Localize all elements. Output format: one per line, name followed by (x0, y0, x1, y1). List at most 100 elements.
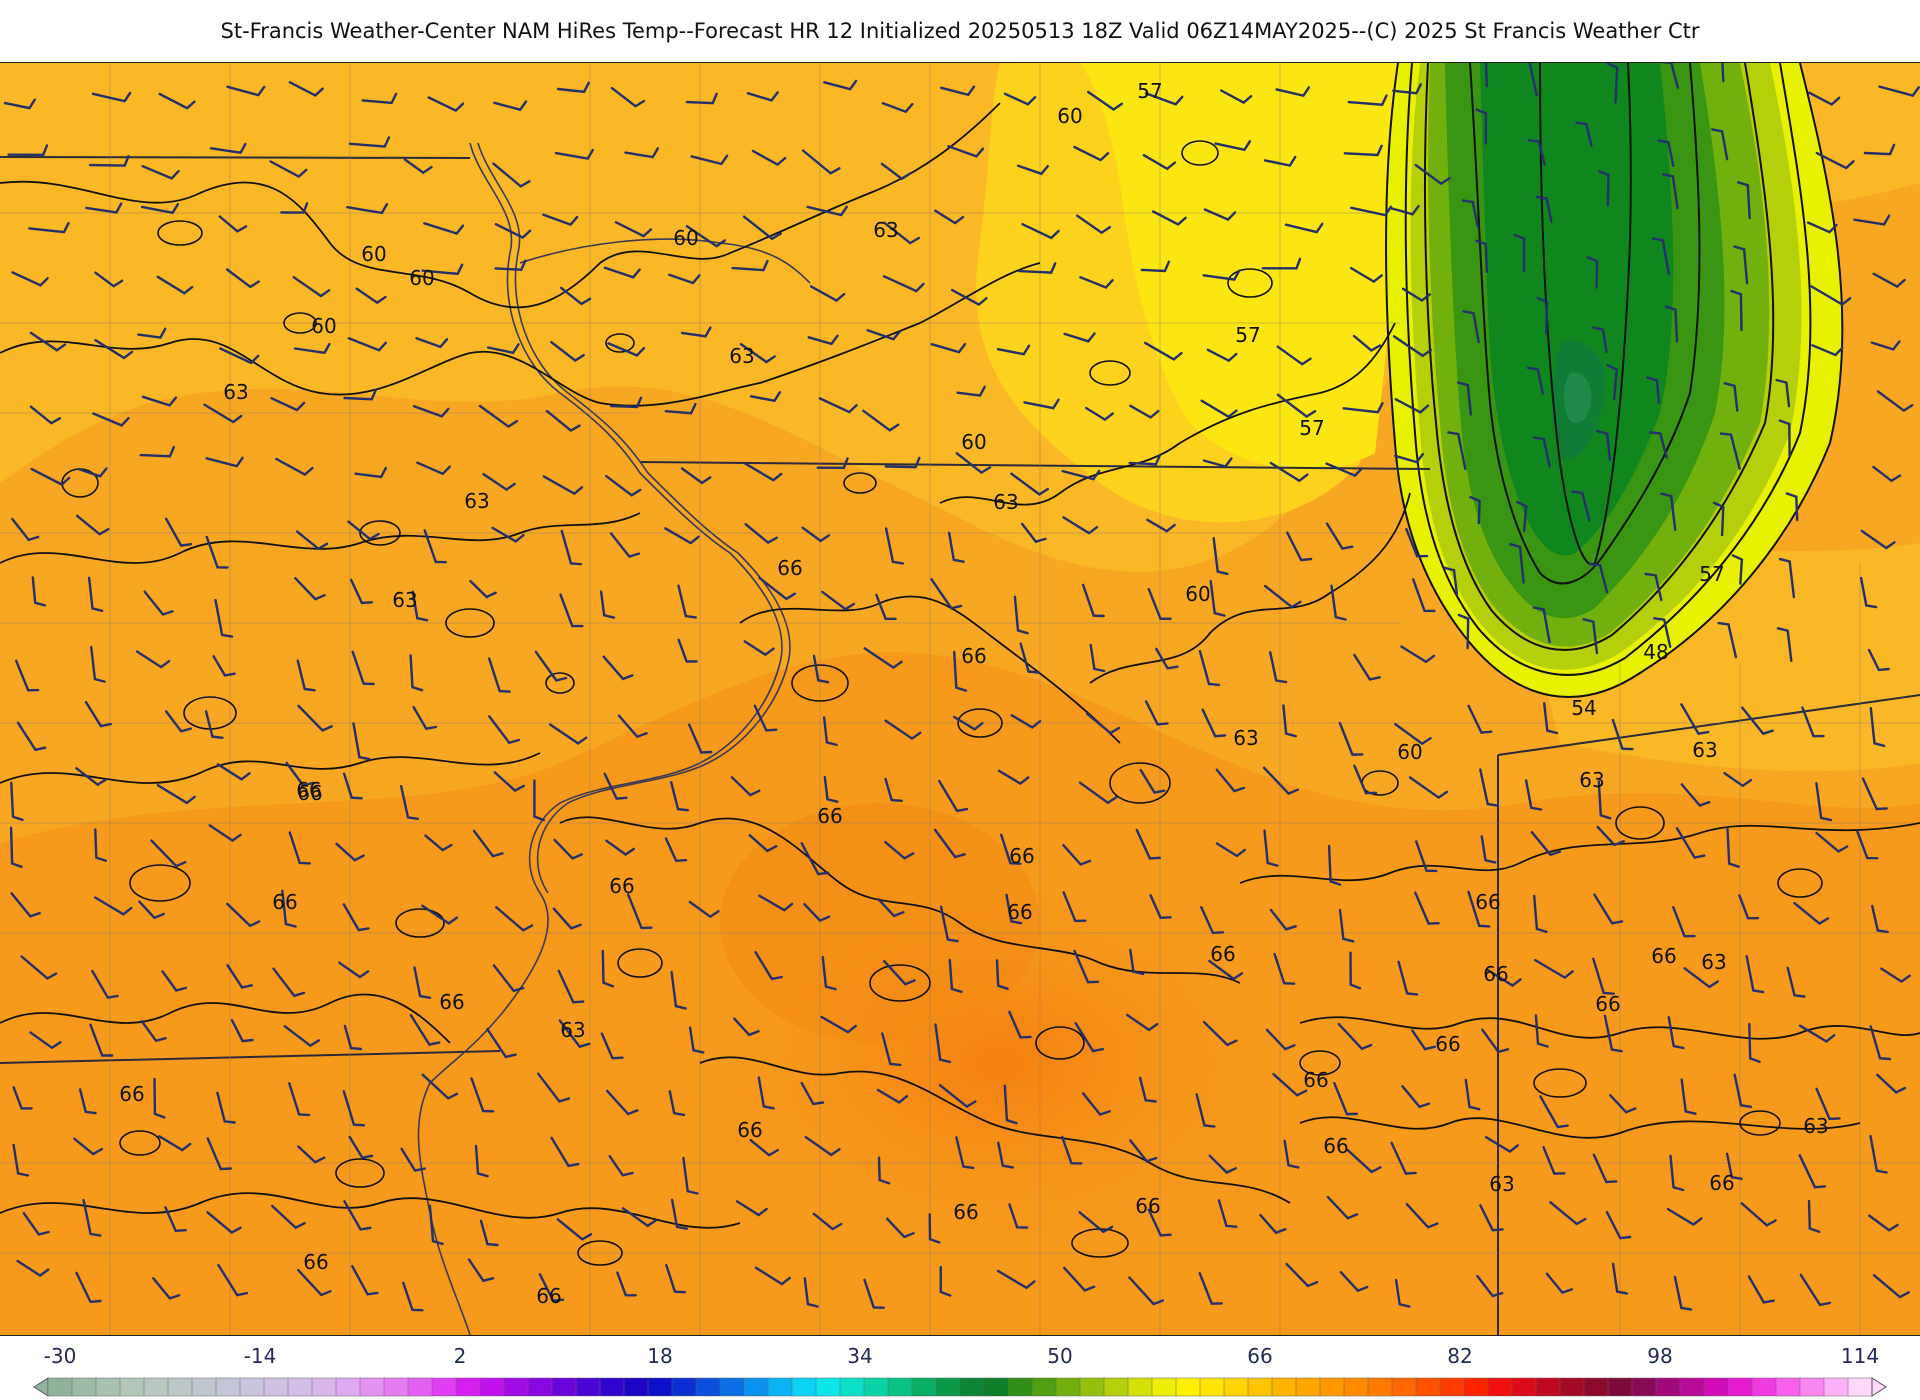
wind-barb (953, 650, 968, 692)
wind-barb (226, 85, 266, 97)
wind-barb (1390, 1141, 1417, 1175)
colorbar-swatch (1151, 1377, 1177, 1397)
wind-barb (1085, 712, 1121, 735)
wind-barb (1061, 1135, 1083, 1165)
wind-barb (1536, 296, 1549, 335)
wind-barb (1869, 1025, 1892, 1061)
wind-barb (1672, 906, 1696, 938)
wind-barb (206, 1211, 242, 1235)
wind-barb (1349, 951, 1362, 990)
wind-barb (807, 334, 839, 346)
colorbar-swatch (143, 1377, 169, 1397)
wind-barb (1485, 968, 1522, 987)
wind-barb (1128, 454, 1162, 466)
wind-barb (1144, 341, 1183, 361)
colorbar-swatch (479, 1377, 505, 1397)
wind-barb (677, 584, 697, 619)
contour-label: 60 (961, 430, 986, 454)
wind-barb (1276, 345, 1312, 366)
contour-label: 60 (1185, 582, 1210, 606)
wind-barb (351, 650, 375, 686)
wind-barb (1484, 63, 1489, 88)
wind-barb (542, 213, 579, 227)
wind-barb (938, 1084, 977, 1109)
colorbar-swatch (95, 1377, 121, 1397)
wind-barb (1263, 829, 1279, 867)
wind-barb (1593, 893, 1624, 925)
wind-barb (1545, 1272, 1573, 1295)
wind-barb (665, 1264, 687, 1294)
contour-label: 66 (609, 874, 634, 898)
colorbar-swatch (959, 1377, 985, 1397)
wind-barb (1869, 1134, 1888, 1174)
wind-barb (138, 900, 165, 920)
wind-barb (1087, 90, 1124, 111)
wind-barb (680, 467, 712, 485)
wind-barb (1283, 1139, 1300, 1169)
wind-barb (1349, 266, 1383, 284)
wind-barb (668, 273, 701, 285)
wind-barb (1653, 617, 1672, 648)
wind-barb (1202, 457, 1233, 468)
wind-barb (1198, 649, 1221, 687)
contour-label: 63 (223, 380, 248, 404)
colorbar-swatch (1175, 1377, 1201, 1397)
wind-barb (10, 892, 41, 918)
wind-barb (820, 1015, 857, 1034)
wind-barb (1457, 613, 1470, 650)
wind-barb (1868, 1214, 1899, 1232)
colorbar-swatch (47, 1377, 73, 1397)
contour-label: 63 (873, 218, 898, 242)
wind-barb (1408, 776, 1449, 800)
wind-barb (269, 160, 308, 178)
wind-barb (1003, 1084, 1018, 1125)
wind-barb (1401, 287, 1431, 302)
wind-barb (542, 475, 584, 496)
wind-barb (1592, 1153, 1618, 1184)
wind-barb (1084, 406, 1114, 422)
wind-barb (75, 767, 108, 787)
wind-barb (883, 221, 920, 245)
wind-barb (1748, 1022, 1761, 1063)
wind-barb (90, 645, 106, 683)
wind-barb (1155, 647, 1179, 670)
wind-barb (296, 659, 316, 692)
wind-barb (816, 457, 849, 470)
wind-barb (1261, 257, 1302, 270)
wind-barb (749, 391, 781, 403)
wind-barb (1220, 89, 1253, 105)
wind-barb (16, 1259, 50, 1277)
wind-barb (1061, 469, 1101, 481)
wind-barb (297, 704, 333, 732)
wind-barb (812, 1212, 843, 1231)
wind-barb (1464, 1078, 1481, 1111)
wind-barb (1392, 83, 1422, 95)
wind-barb (823, 79, 858, 91)
wind-barb (288, 831, 311, 865)
wind-barb (1144, 700, 1169, 726)
colorbar-swatch (1535, 1377, 1561, 1397)
wind-barb (882, 275, 925, 293)
wind-barb (1863, 143, 1896, 156)
wind-barb (1411, 1029, 1436, 1051)
contour-label: 66 (1007, 900, 1032, 924)
colorbar-swatch (551, 1377, 577, 1397)
wind-barb (670, 970, 687, 1010)
wind-barb (1149, 894, 1172, 920)
wind-barb (1325, 522, 1354, 550)
wind-barb (1152, 210, 1187, 226)
colorbar-swatch (1631, 1377, 1657, 1397)
colorbar-swatch (623, 1377, 649, 1397)
wind-barb (881, 1032, 902, 1067)
wind-barb (1811, 344, 1844, 357)
contour-label: 66 (777, 556, 802, 580)
wind-barb (1215, 768, 1245, 793)
wind-barb (209, 142, 247, 155)
wind-barb (1646, 376, 1661, 404)
contour-labels: 57 60 63 60 60 60 57 63 63 60 57 63 63 6… (119, 79, 1828, 1308)
wind-barb (89, 1023, 114, 1057)
wind-barb (862, 409, 900, 432)
wind-barb (1284, 222, 1324, 234)
wind-barb (1147, 1208, 1172, 1237)
wind-barb (230, 1019, 254, 1043)
